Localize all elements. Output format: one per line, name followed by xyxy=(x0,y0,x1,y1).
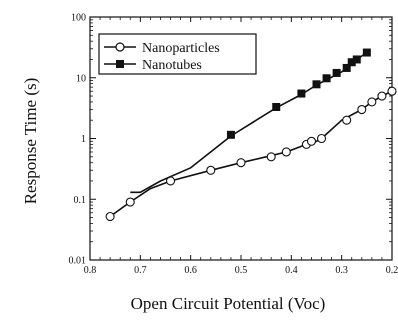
x-tick-label: 0.3 xyxy=(335,265,348,276)
data-point-nanoparticles xyxy=(206,165,216,175)
data-point-nanoparticles xyxy=(125,197,135,207)
y-tick-label: 100 xyxy=(71,13,86,24)
legend: Nanoparticles Nanotubes xyxy=(98,33,257,75)
data-point-nanoparticles xyxy=(105,211,115,222)
data-point-nanoparticles xyxy=(316,133,327,144)
x-axis-label: Open Circuit Potential (Voc) xyxy=(131,294,326,313)
data-point-nanotubes xyxy=(322,74,331,83)
axis-ticks: 0.8 0.7 0.6 0.5 0.4 0.3 0.2 0.01 0.1 1 10 100 xyxy=(69,13,398,277)
data-point-nanoparticles xyxy=(306,136,317,146)
x-tick-label: 0.2 xyxy=(386,265,398,276)
data-point-nanoparticles xyxy=(342,115,352,125)
data-point-nanotubes xyxy=(297,89,306,98)
x-tick-label: 0.5 xyxy=(235,265,248,276)
data-point-nanoparticles xyxy=(387,86,397,96)
y-tick-label: 0.1 xyxy=(74,195,87,206)
x-tick-label: 0.8 xyxy=(84,265,97,276)
data-point-nanotubes xyxy=(352,55,361,64)
data-point-nanoparticles xyxy=(377,91,387,101)
legend-label-nanotubes: Nanotubes xyxy=(142,58,202,73)
legend-marker-nanoparticles xyxy=(115,42,125,52)
y-axis-label: Response Time (s) xyxy=(21,78,40,205)
data-point-nanoparticles xyxy=(367,97,377,107)
y-tick-label: 1 xyxy=(81,134,86,145)
legend-box xyxy=(98,33,257,75)
data-point-nanoparticles xyxy=(236,158,246,168)
data-point-nanoparticles xyxy=(266,152,276,162)
x-tick-label: 0.7 xyxy=(134,265,147,276)
data-point-nanotubes xyxy=(342,63,351,72)
series-line-nanoparticles xyxy=(109,90,393,218)
x-tick-label: 0.4 xyxy=(285,265,298,276)
y-tick-label: 10 xyxy=(76,73,86,84)
data-point-nanotubes xyxy=(332,68,341,77)
data-point-nanotubes xyxy=(362,48,371,57)
data-point-nanotubes xyxy=(312,80,321,89)
data-point-nanotubes xyxy=(347,58,356,67)
legend-label-nanoparticles: Nanoparticles xyxy=(142,41,220,56)
data-point-nanoparticles xyxy=(357,104,367,115)
legend-marker-nanotubes xyxy=(116,60,124,68)
data-point-nanotubes xyxy=(226,130,235,139)
data-point-nanotubes xyxy=(272,103,281,112)
y-tick-label: 0.01 xyxy=(69,256,87,267)
data-point-nanoparticles xyxy=(281,147,291,157)
x-tick-label: 0.6 xyxy=(184,265,197,276)
chart-series xyxy=(105,48,397,222)
